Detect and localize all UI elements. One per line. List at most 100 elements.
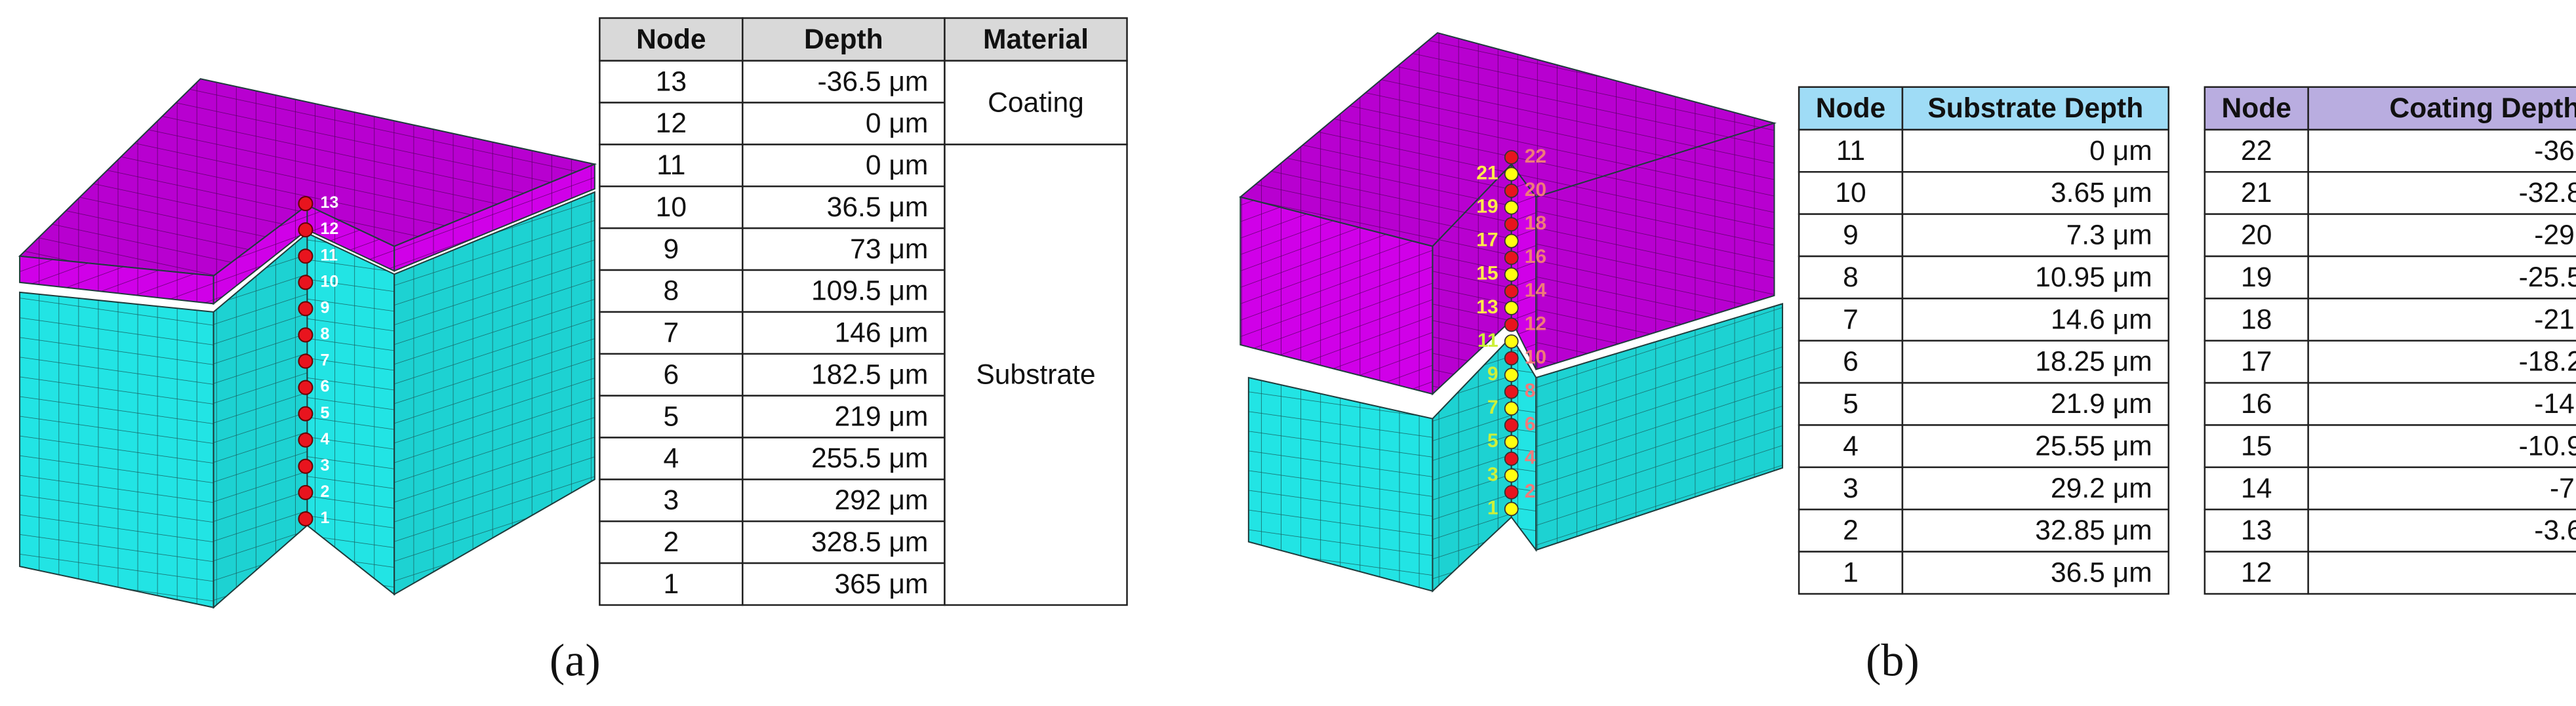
cell-text: 14 bbox=[2241, 473, 2272, 504]
cell-text: 6 bbox=[663, 359, 679, 390]
cell-text: 36.5 μm bbox=[827, 191, 929, 223]
cell-text: 10.95 μm bbox=[2035, 262, 2152, 293]
cell-text: 4 bbox=[1843, 430, 1859, 461]
table-cell bbox=[2307, 424, 2576, 469]
node-label: 17 bbox=[1476, 229, 1498, 251]
cell-text: 9 bbox=[1843, 220, 1859, 251]
node-label: 2 bbox=[320, 482, 329, 501]
table-cell bbox=[2204, 382, 2309, 426]
node-marker bbox=[1504, 401, 1519, 416]
cell-text: 0 μm bbox=[866, 149, 929, 181]
cell-text: 18.25 μm bbox=[2035, 346, 2152, 378]
cell-text: 5 bbox=[1843, 388, 1859, 420]
node-marker bbox=[298, 222, 313, 238]
node-label: 5 bbox=[320, 404, 329, 422]
column-header: Node bbox=[1816, 92, 1885, 124]
node-label: 21 bbox=[1476, 162, 1498, 184]
column-header: Coating Depth bbox=[2389, 92, 2576, 124]
node-label: 13 bbox=[320, 193, 338, 212]
node-marker bbox=[298, 432, 313, 448]
cell-text: 11 bbox=[656, 149, 685, 181]
cell-text: -21.9 μm bbox=[2534, 304, 2576, 335]
node-marker bbox=[298, 484, 313, 500]
table-cell bbox=[599, 395, 744, 439]
cell-text: 8 bbox=[663, 275, 679, 307]
node-label: 2 bbox=[1525, 480, 1536, 502]
node-label: 15 bbox=[1476, 263, 1498, 284]
node-marker bbox=[298, 275, 313, 290]
node-marker bbox=[1504, 233, 1519, 248]
table-cell bbox=[742, 102, 946, 146]
table-cell bbox=[599, 520, 744, 564]
column-header: Material bbox=[983, 24, 1089, 55]
cell-text: 25.55 μm bbox=[2035, 430, 2152, 461]
column-header: Substrate Depth bbox=[1927, 92, 2143, 124]
table-cell bbox=[1901, 382, 2169, 426]
column-header: Node bbox=[636, 24, 706, 55]
node-marker bbox=[1504, 184, 1519, 198]
mesh-face bbox=[19, 291, 214, 608]
cell-text: Substrate bbox=[976, 359, 1095, 390]
cell-text: -18.25 μm bbox=[2519, 346, 2576, 378]
cell-text: 73 μm bbox=[850, 233, 928, 265]
column-header: Depth bbox=[804, 24, 883, 55]
node-marker bbox=[1504, 351, 1519, 366]
mesh-b bbox=[1239, 31, 1784, 593]
node-label: 4 bbox=[1525, 447, 1536, 469]
table-cell bbox=[1901, 213, 2169, 258]
node-label: 11 bbox=[320, 246, 338, 264]
table-cell bbox=[2204, 128, 2309, 173]
node-label: 1 bbox=[1487, 497, 1499, 519]
mesh-face bbox=[1247, 376, 1434, 592]
table-cell bbox=[2204, 340, 2309, 384]
table-cell bbox=[2307, 298, 2576, 342]
cell-text: 1 bbox=[1843, 557, 1859, 589]
table-cell bbox=[1798, 340, 1904, 384]
node-marker bbox=[1504, 284, 1519, 299]
node-marker bbox=[298, 196, 313, 212]
node-label: 6 bbox=[320, 378, 329, 396]
column-header: Node bbox=[2222, 92, 2291, 124]
node-marker bbox=[1504, 484, 1519, 500]
table-cell bbox=[1901, 255, 2169, 300]
table-cell bbox=[1798, 170, 1904, 215]
header-cell bbox=[944, 17, 1128, 62]
node-marker bbox=[1504, 418, 1519, 433]
node-label: 3 bbox=[320, 456, 329, 475]
node-label: 4 bbox=[320, 430, 329, 448]
node-label: 5 bbox=[1487, 430, 1499, 452]
node-marker bbox=[1504, 267, 1519, 282]
cell-text: 12 bbox=[2241, 557, 2272, 589]
header-cell bbox=[2204, 86, 2309, 131]
cell-text: 7 bbox=[663, 317, 679, 349]
cell-text: 182.5 μm bbox=[811, 359, 928, 390]
node-label: 9 bbox=[320, 298, 329, 317]
cell-text: 0 μm bbox=[866, 108, 929, 139]
table-cell bbox=[1798, 255, 1904, 300]
cell-text: 12 bbox=[656, 108, 687, 139]
node-marker bbox=[1504, 167, 1519, 182]
table-cell bbox=[1798, 424, 1904, 469]
cell-text: 219 μm bbox=[834, 401, 928, 432]
cell-text: 14.6 μm bbox=[2051, 304, 2152, 335]
cell-text: -32.85 μm bbox=[2519, 177, 2576, 208]
node-label: 22 bbox=[1525, 146, 1546, 167]
cell-text: 292 μm bbox=[834, 484, 928, 516]
node-label: 12 bbox=[320, 220, 338, 238]
node-marker bbox=[1504, 250, 1519, 265]
node-label: 10 bbox=[320, 272, 338, 290]
node-marker bbox=[298, 380, 313, 395]
table-cell bbox=[1901, 424, 2169, 469]
table-cell bbox=[2307, 340, 2576, 384]
node-label: 20 bbox=[1525, 179, 1546, 201]
table-cell bbox=[2307, 466, 2576, 511]
cell-text: 365 μm bbox=[834, 568, 928, 600]
node-label: 18 bbox=[1525, 212, 1546, 234]
cell-text: 10 bbox=[1835, 177, 1866, 208]
table-cell bbox=[599, 437, 744, 480]
table-cell bbox=[1798, 551, 1904, 595]
node-marker bbox=[1504, 300, 1519, 315]
node-label: 6 bbox=[1525, 414, 1536, 435]
table-cell bbox=[1901, 170, 2169, 215]
node-label: 8 bbox=[1525, 380, 1536, 402]
